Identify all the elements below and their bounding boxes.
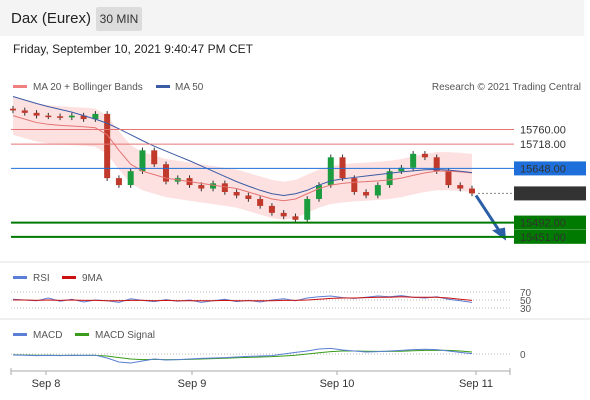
chart-datetime: Friday, September 10, 2021 9:40:47 PM CE… — [13, 42, 253, 56]
price-level-label: 15492.00 — [520, 218, 566, 230]
candle-body — [445, 171, 452, 186]
rsi-legend-label: RSI — [33, 273, 50, 284]
candle-body — [351, 178, 358, 193]
candle-body — [221, 183, 228, 193]
candle-body — [410, 153, 417, 168]
candle-body — [421, 153, 428, 158]
candle-body — [316, 185, 322, 199]
x-tick-label: Sep 10 — [320, 378, 355, 390]
candle-body — [139, 150, 146, 172]
ma20-line — [12, 115, 473, 202]
candle-body — [327, 157, 334, 186]
forecast-arrow-shaft — [474, 194, 502, 233]
candle-body — [386, 171, 393, 186]
candle-body — [257, 198, 264, 206]
candle-body — [433, 157, 440, 172]
price-level-label-bg — [514, 186, 586, 201]
macd-signal-legend-label: MACD Signal — [95, 330, 155, 341]
candle-body — [80, 115, 87, 120]
instrument-title: Dax (Eurex) — [11, 10, 92, 27]
macd-tick-label: 0 — [520, 350, 526, 361]
price-panel — [10, 96, 506, 241]
candle-body — [268, 205, 275, 213]
ma50-legend-label: MA 50 — [175, 82, 204, 93]
price-level-label: 15451.00 — [520, 232, 566, 244]
candle-body — [304, 198, 311, 220]
bollinger-legend-swatch — [13, 85, 27, 88]
x-axis: Sep 8 Sep 9 Sep 10 Sep 11 — [10, 368, 511, 390]
rsi-ma-line — [13, 296, 473, 302]
candle-body — [245, 195, 252, 199]
candle-body — [151, 150, 158, 165]
candle-body — [339, 157, 346, 179]
price-level-label: 15718.00 — [520, 139, 566, 151]
rsi-legend-swatch — [13, 276, 27, 279]
candle-body — [163, 164, 169, 182]
rsi-tick-label: 70 — [520, 288, 532, 299]
candle-body — [33, 112, 40, 116]
macd-signal-legend-swatch — [75, 333, 89, 336]
candle-body — [233, 192, 240, 196]
candle-body — [21, 110, 28, 113]
rsi-tick-label: 30 — [520, 304, 532, 315]
candle-body — [92, 113, 99, 120]
copyright-text: Research © 2021 Trading Central — [432, 82, 581, 93]
candle-body — [104, 113, 111, 179]
price-level-label: 15648.00 — [520, 163, 566, 175]
bollinger-legend-label: MA 20 + Bollinger Bands — [33, 82, 143, 93]
rsi-ma-legend-swatch — [62, 276, 76, 279]
price-level-label-bg — [514, 161, 586, 176]
price-level-label: 15576.00 — [520, 188, 566, 200]
macd-line — [12, 347, 473, 364]
candle-body — [469, 188, 475, 194]
rsi-ma-legend-label: 9MA — [82, 273, 103, 284]
ma50-legend-swatch — [156, 85, 170, 88]
price-level-label-bg — [514, 229, 586, 244]
candle-body — [292, 216, 299, 220]
candle-body — [68, 115, 75, 118]
rsi-tick-label: 50 — [520, 296, 532, 307]
x-tick-label: Sep 11 — [459, 378, 493, 390]
x-tick-label: Sep 8 — [32, 378, 61, 390]
candle-body — [363, 192, 370, 196]
interval-button[interactable]: 30 MIN — [96, 7, 142, 31]
candle-body — [57, 116, 64, 118]
chart-header: Dax (Eurex) 30 MIN — [0, 0, 584, 36]
candle-body — [457, 185, 464, 189]
candle-body — [115, 178, 122, 186]
macd-panel: 0 — [11, 347, 526, 364]
price-level-label-bg — [514, 215, 586, 230]
candle-body — [374, 185, 381, 196]
price-levels: 15760.00 15718.00 15648.00 15576.00 15492.00… — [11, 125, 586, 244]
price-level-label: 15760.00 — [520, 125, 566, 137]
candle-body — [198, 185, 205, 189]
candle-body — [280, 212, 287, 217]
candle-body — [398, 167, 405, 172]
candle-body — [45, 115, 52, 118]
candle-body — [210, 183, 217, 189]
macd-legend-label: MACD — [33, 330, 62, 341]
candle-body — [127, 171, 134, 186]
x-tick-label: Sep 9 — [178, 378, 207, 390]
forecast-arrow-head — [492, 227, 506, 241]
candle-body — [10, 108, 16, 111]
ma50-line — [12, 96, 473, 196]
macd-legend-swatch — [13, 333, 27, 336]
